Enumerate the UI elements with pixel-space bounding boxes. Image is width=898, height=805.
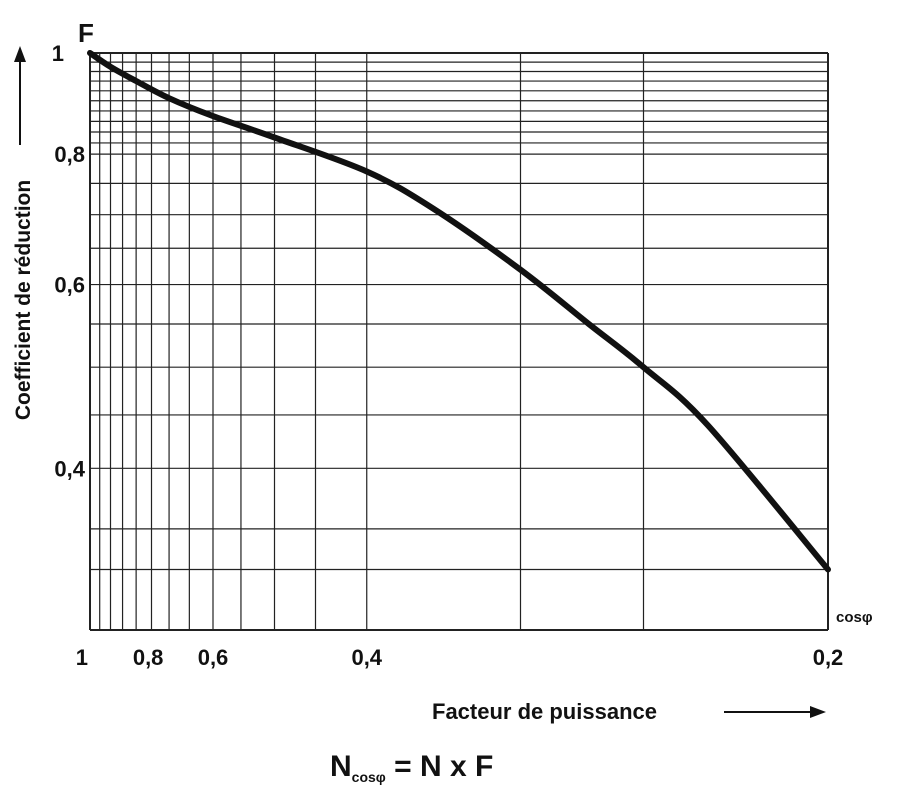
chart-grid (89, 52, 829, 631)
formula-main: N (330, 750, 352, 783)
x-tick-label: 1 (76, 645, 88, 670)
tick-labels: 1 0,8 0,6 0,4 0,2 1 0,8 0,6 0,4 (52, 41, 844, 670)
y-tick-label: 0,4 (54, 456, 85, 481)
x-tick-label: 0,4 (351, 645, 382, 670)
x-tick-label: 0,6 (198, 645, 229, 670)
y-axis-label: Coefficient de réduction (12, 180, 35, 420)
curve-layer (87, 50, 831, 573)
y-axis-arrow-icon (14, 46, 26, 145)
x-axis-arrow-icon (724, 706, 826, 718)
y-axis-symbol: F (78, 18, 94, 48)
formula: Ncosφ = N x F (330, 750, 493, 785)
x-tick-label: 0,8 (133, 645, 164, 670)
x-axis-symbol: cosφ (836, 609, 873, 626)
formula-rest: = N x F (385, 750, 494, 783)
y-tick-label: 0,6 (54, 273, 85, 298)
x-tick-label: 0,2 (813, 645, 844, 670)
formula-subscript: cosφ (351, 769, 386, 785)
y-tick-label: 1 (52, 41, 64, 66)
x-axis-label: Facteur de puissance (432, 699, 657, 724)
reduction-curve (87, 50, 831, 573)
y-tick-label: 0,8 (54, 142, 85, 167)
